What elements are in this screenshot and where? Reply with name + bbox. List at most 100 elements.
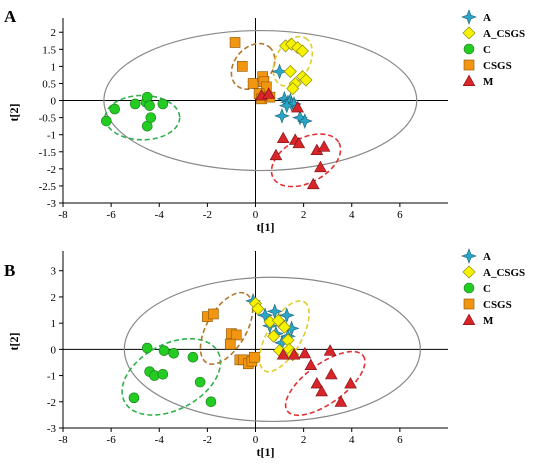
y-tick-label: -2.5 — [39, 181, 57, 193]
x-tick-label: -2 — [203, 209, 212, 221]
data-point-m — [262, 87, 276, 99]
legend: A A_CSGS C CSGS M — [461, 9, 525, 88]
data-point-csgs — [208, 308, 219, 320]
data-point-a_csgs — [251, 302, 265, 316]
legend-marker-a_csgs — [462, 26, 476, 40]
data-point-c — [144, 100, 155, 111]
data-point-m — [317, 140, 331, 152]
x-tick-label: -4 — [155, 434, 165, 446]
y-tick-label: 1.5 — [42, 44, 56, 56]
x-tick-label: 4 — [349, 209, 355, 221]
data-point-csgs — [248, 351, 260, 363]
y-tick-label: -1.5 — [39, 147, 57, 159]
legend-marker-m — [462, 313, 476, 325]
legend-label-a: A — [483, 12, 491, 24]
data-point-a — [271, 63, 288, 80]
series-a_csgs — [279, 37, 313, 96]
data-point-csgs — [224, 338, 236, 350]
data-point-m — [306, 177, 320, 190]
ellipse-csgs — [199, 291, 254, 365]
x-tick-label: 2 — [301, 434, 307, 446]
data-point-a_csgs — [299, 73, 313, 87]
y-axis-title: t[2] — [7, 333, 21, 351]
y-tick-label: 0 — [51, 344, 57, 356]
data-point-m — [310, 377, 324, 389]
legend-marker-c — [463, 43, 475, 55]
legend-label-m: M — [483, 76, 494, 88]
ellipse-a_csgs — [272, 35, 314, 87]
y-tick-label: -2 — [47, 397, 56, 409]
legend-label-c: C — [483, 44, 491, 56]
series-m — [276, 344, 357, 407]
data-point-m — [315, 384, 328, 397]
legend-marker-m — [462, 74, 476, 86]
data-point-a_csgs — [295, 44, 309, 58]
data-point-c — [129, 98, 141, 110]
y-tick-label: 3 — [51, 266, 57, 278]
ellipse-m — [270, 133, 342, 188]
data-point-csgs — [229, 37, 241, 48]
y-tick-label: -1 — [47, 371, 56, 383]
data-point-c — [157, 98, 169, 110]
x-tick-label: 6 — [397, 434, 403, 446]
x-tick-label: 6 — [397, 209, 403, 221]
legend-marker-a — [461, 248, 477, 264]
ellipse-c — [104, 94, 181, 141]
data-point-c — [205, 396, 217, 408]
data-point-c — [158, 345, 170, 356]
series-csgs — [202, 308, 260, 370]
series-c — [101, 91, 169, 132]
ellipse-main — [103, 29, 418, 172]
x-axis-title: t[1] — [257, 220, 275, 234]
x-tick-label: -8 — [58, 434, 68, 446]
data-point-a — [274, 108, 290, 124]
panel-b: B -8 -6 -4 -2 0 2 4 6 -3 -2 -1 0 1 2 3 t[1] t[2] A A_CSGS CC… — [4, 248, 525, 459]
legend-label-a_csgs: A_CSGS — [483, 28, 525, 40]
legend-marker-a — [461, 9, 477, 25]
y-tick-label: -3 — [47, 423, 57, 435]
data-point-c — [187, 351, 199, 363]
y-tick-label: -0.5 — [39, 113, 57, 125]
y-tick-label: -2 — [47, 164, 56, 176]
x-tick-label: 0 — [253, 434, 259, 446]
legend: A A_CSGS C CSGS M — [461, 248, 525, 327]
data-point-a — [296, 113, 313, 129]
data-point-c — [141, 342, 153, 354]
legend-marker-csgs — [463, 298, 475, 310]
panel-a: A -8 -6 -4 -2 0 2 4 6 -3 -2.5 -2 -1.5 -1 -0.5 0 0.5 1 1.5 2… — [4, 7, 525, 234]
y-tick-label: -1 — [47, 130, 56, 142]
data-point-m — [276, 348, 290, 360]
legend-marker-c — [463, 282, 475, 294]
x-tick-label: -6 — [107, 209, 117, 221]
data-point-a — [292, 109, 308, 126]
legend-label-csgs: CSGS — [483, 60, 512, 72]
data-point-m — [344, 377, 357, 389]
y-tick-label: 2 — [51, 27, 57, 39]
legend-label-m: M — [483, 315, 494, 327]
data-point-m — [276, 131, 290, 144]
data-point-csgs — [230, 329, 242, 341]
y-tick-label: 2 — [51, 292, 57, 304]
x-tick-label: -2 — [203, 434, 212, 446]
data-point-c — [101, 115, 112, 127]
x-axis-title: t[1] — [257, 445, 275, 459]
data-point-c — [157, 368, 169, 380]
y-tick-label: 1 — [51, 61, 57, 73]
data-point-m — [304, 358, 318, 371]
data-point-a_csgs — [271, 314, 285, 328]
data-point-m — [292, 136, 306, 149]
data-point-a_csgs — [267, 329, 281, 343]
legend-label-a: A — [483, 251, 491, 263]
y-tick-label: 1 — [51, 318, 57, 330]
ellipse-c — [121, 337, 222, 416]
legend-label-csgs: CSGS — [483, 299, 512, 311]
y-tick-label: 0 — [51, 96, 57, 108]
data-point-c — [168, 347, 179, 359]
panel-label: A — [4, 7, 17, 26]
data-point-a — [278, 307, 295, 324]
series-m — [255, 87, 331, 190]
data-point-c — [109, 103, 121, 115]
x-tick-label: -8 — [58, 209, 68, 221]
x-tick-label: 0 — [253, 209, 259, 221]
data-point-csgs — [236, 61, 248, 72]
